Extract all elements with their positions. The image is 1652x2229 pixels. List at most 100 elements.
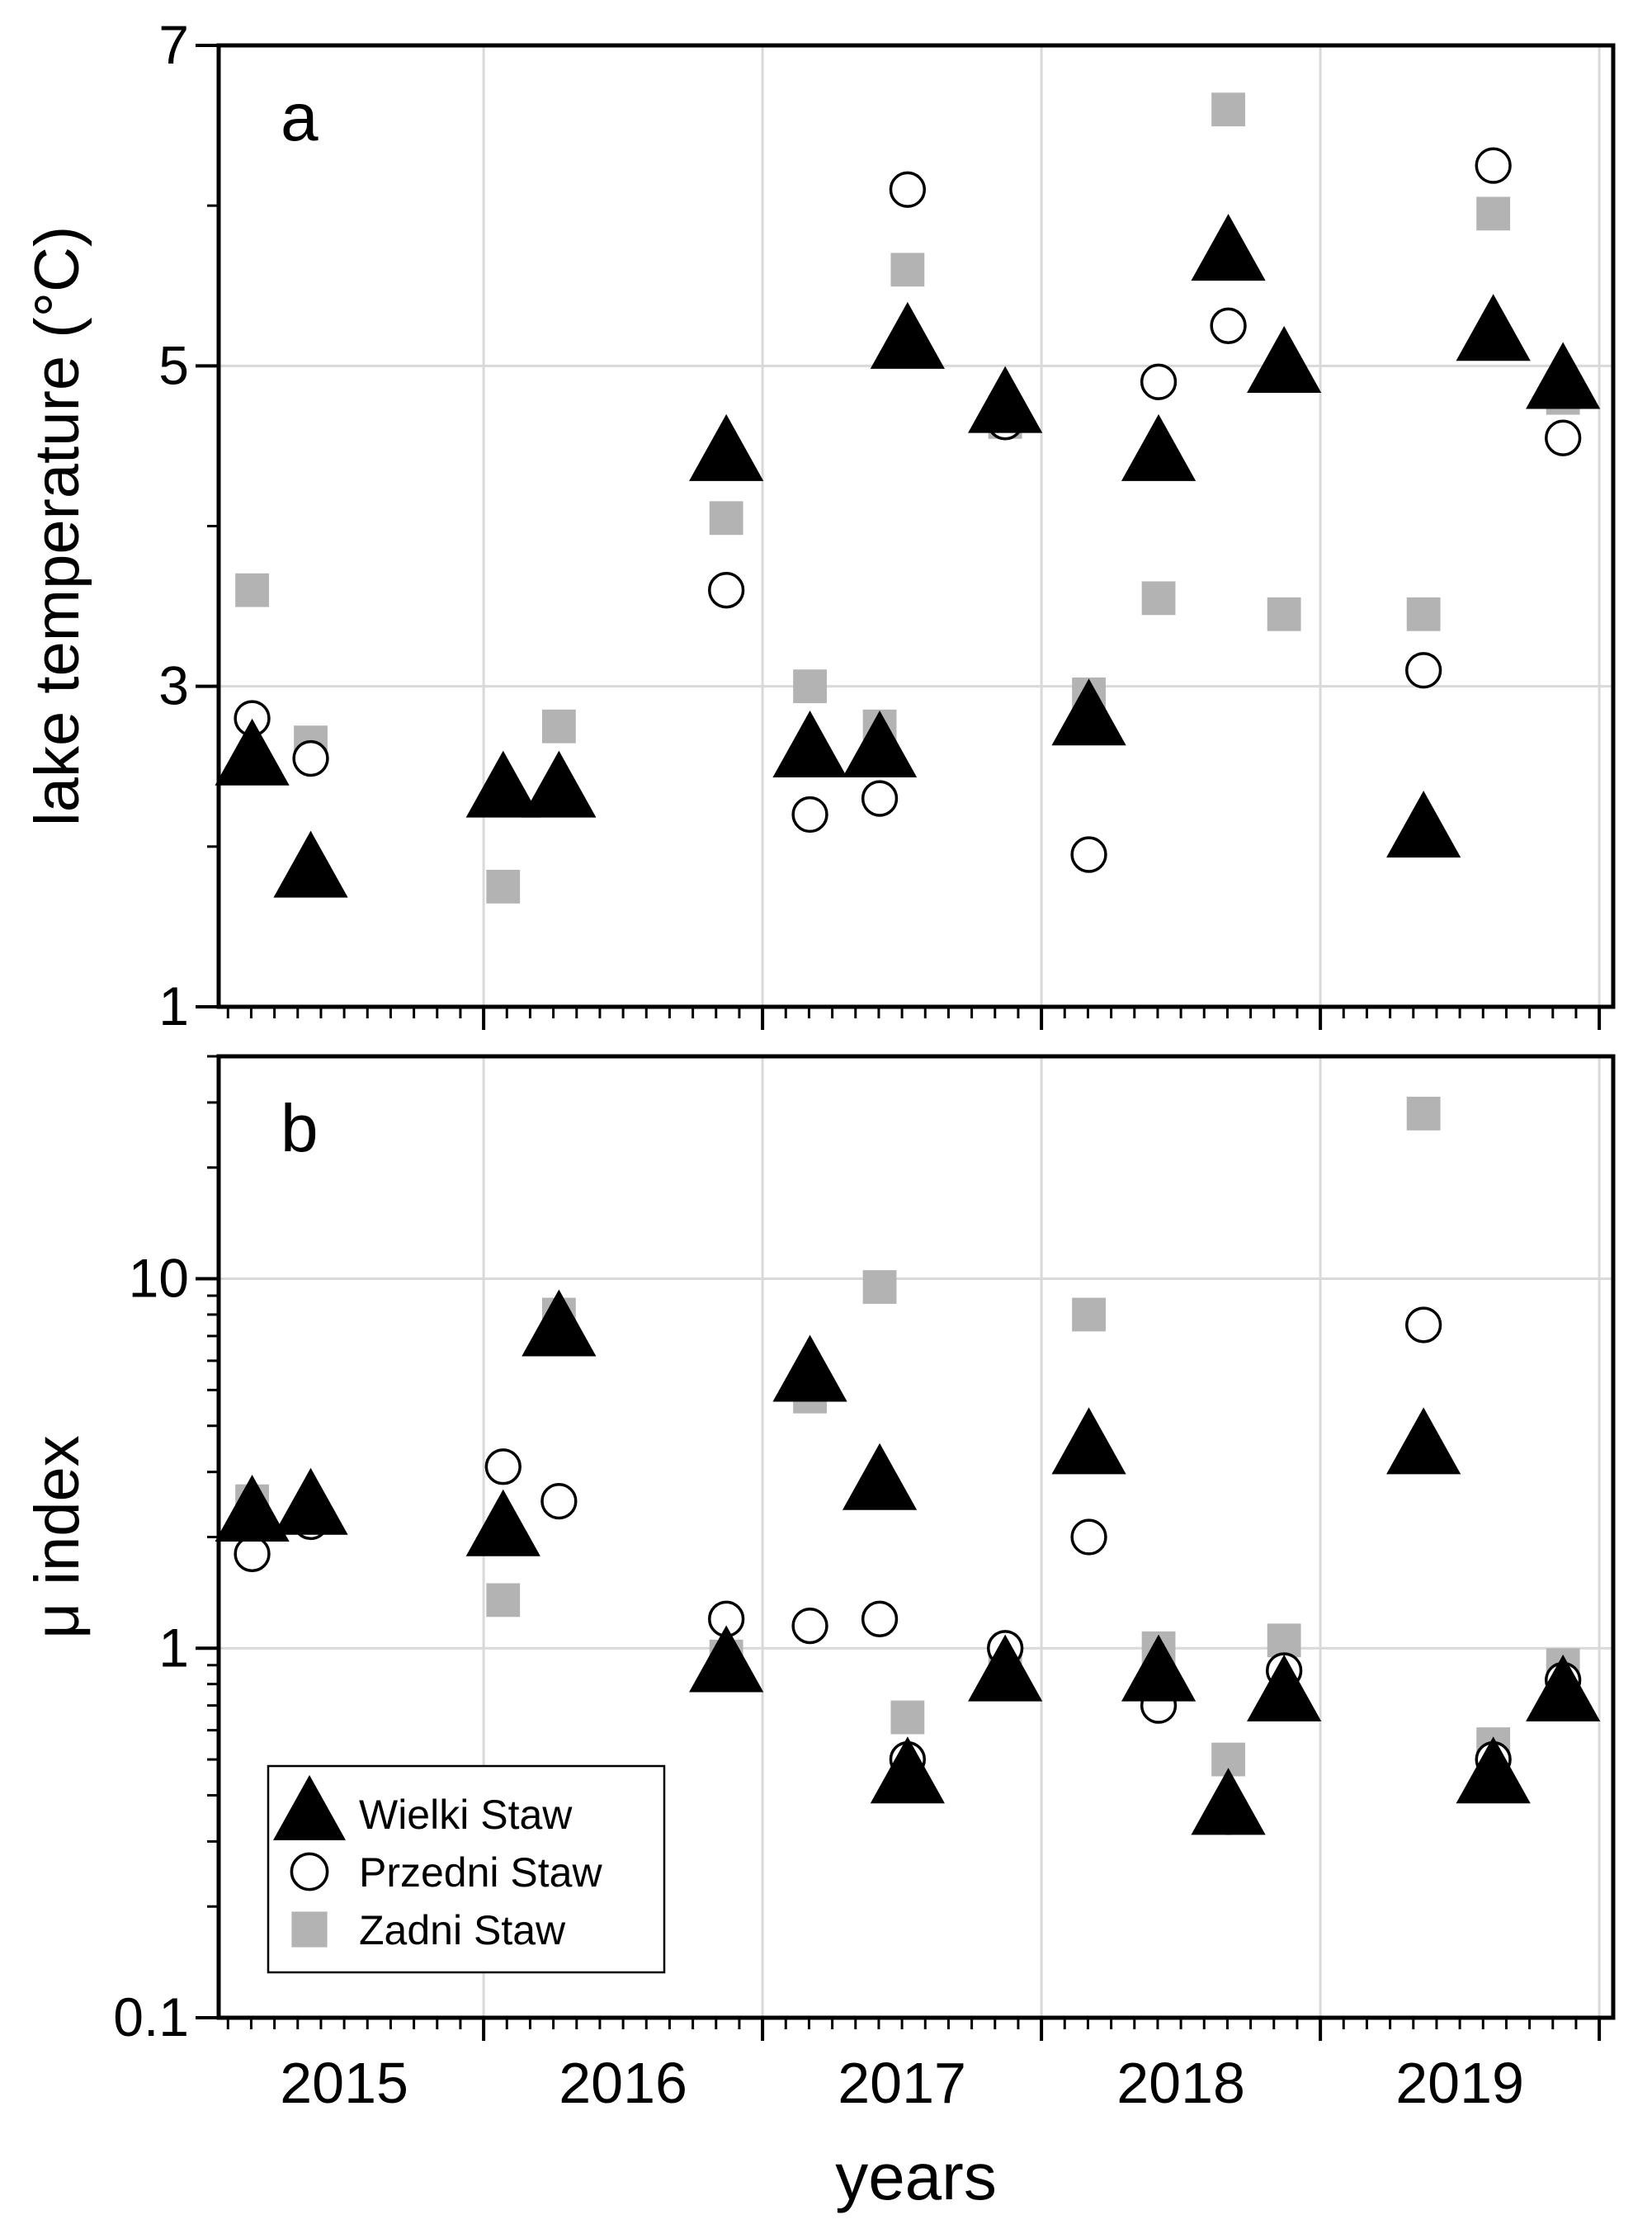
panel-b-grid	[219, 1056, 1613, 2018]
point-zadni-staw	[486, 869, 521, 904]
point-zadni-staw	[1141, 581, 1176, 616]
panel-b: 0.1 1 10 b μ index Wielki Staw Przedni Staw…	[22, 1054, 1616, 2047]
legend: Wielki Staw Przedni Staw Zadni Staw	[267, 1764, 666, 1974]
point-przedni-staw	[292, 739, 329, 777]
x-tick-label: 2016	[559, 2051, 687, 2115]
point-zadni-staw	[1267, 1623, 1301, 1658]
point-zadni-staw	[1406, 597, 1441, 631]
point-wielki-staw	[842, 1443, 918, 1510]
point-wielki-staw	[1191, 1768, 1266, 1835]
y-tick-label: 0.1	[113, 1986, 189, 2047]
panel-b-y-axis-label: μ index	[22, 1435, 92, 1639]
point-wielki-staw	[689, 413, 764, 481]
point-wielki-staw	[215, 1475, 290, 1542]
point-wielki-staw	[465, 750, 540, 818]
point-wielki-staw	[1121, 413, 1197, 481]
point-wielki-staw	[968, 1634, 1043, 1702]
point-przedni-staw	[484, 1448, 522, 1485]
x-tick-label: 2015	[280, 2051, 408, 2115]
y-tick-label: 1	[158, 975, 189, 1037]
point-zadni-staw	[541, 709, 576, 744]
point-przedni-staw	[708, 572, 745, 609]
point-przedni-staw	[889, 171, 927, 208]
panel-a: 1 3 5 7 a lake temperature (°C)	[22, 14, 1616, 1037]
point-zadni-staw	[862, 1270, 897, 1304]
point-wielki-staw	[1247, 326, 1322, 394]
y-tick-label: 3	[158, 655, 189, 716]
point-wielki-staw	[1247, 1654, 1322, 1721]
point-wielki-staw	[1456, 1736, 1531, 1804]
point-wielki-staw	[1526, 342, 1601, 409]
point-przedni-staw	[791, 796, 828, 834]
point-przedni-staw	[861, 780, 899, 817]
point-wielki-staw	[772, 711, 847, 778]
legend-marker	[290, 1852, 329, 1891]
point-zadni-staw	[1406, 1096, 1441, 1131]
x-tick-label: 2018	[1116, 2051, 1245, 2115]
y-tick-label: 10	[129, 1248, 189, 1309]
y-tick-label: 5	[158, 334, 189, 395]
point-wielki-staw	[870, 1736, 945, 1804]
x-axis-year-labels: 2015 2016 2017 2018 2019	[280, 2051, 1524, 2115]
point-wielki-staw	[1051, 1407, 1126, 1475]
point-zadni-staw	[486, 1583, 521, 1617]
point-wielki-staw	[772, 1334, 847, 1402]
point-zadni-staw	[235, 573, 269, 607]
point-wielki-staw	[1386, 791, 1461, 858]
point-wielki-staw	[522, 1289, 597, 1357]
point-zadni-staw	[709, 501, 743, 536]
legend-box	[267, 1764, 666, 1974]
legend-label: Zadni Staw	[359, 1907, 566, 1953]
point-wielki-staw	[215, 718, 290, 786]
panel-a-letter: a	[281, 80, 319, 155]
point-przedni-staw	[540, 1482, 578, 1520]
point-wielki-staw	[1051, 678, 1126, 746]
point-wielki-staw	[273, 1467, 348, 1535]
point-przedni-staw	[791, 1607, 828, 1645]
legend-items: Wielki Staw Przedni Staw Zadni Staw	[273, 1774, 602, 1953]
point-przedni-staw	[1070, 836, 1107, 873]
x-axis-label: years	[835, 2140, 997, 2213]
point-zadni-staw	[1267, 597, 1301, 631]
panel-a-ticks: 1 3 5 7	[158, 14, 1602, 1037]
legend-label: Przedni Staw	[359, 1849, 602, 1896]
point-przedni-staw	[861, 1600, 899, 1637]
point-wielki-staw	[870, 301, 945, 369]
point-wielki-staw	[689, 1625, 764, 1693]
panel-b-points	[215, 1096, 1601, 1835]
point-przedni-staw	[1070, 1518, 1107, 1556]
point-zadni-staw	[1211, 92, 1245, 127]
point-przedni-staw	[1405, 652, 1442, 689]
point-wielki-staw	[1191, 214, 1266, 281]
legend-marker	[273, 1774, 346, 1840]
panel-a-points	[215, 92, 1601, 904]
point-przedni-staw	[1475, 147, 1512, 184]
point-przedni-staw	[1405, 1306, 1442, 1344]
point-przedni-staw	[1545, 419, 1582, 456]
x-tick-label: 2017	[838, 2051, 966, 2115]
point-wielki-staw	[1386, 1407, 1461, 1475]
panel-a-y-axis-label: lake temperature (°C)	[22, 226, 92, 826]
point-zadni-staw	[890, 253, 925, 287]
point-przedni-staw	[1140, 363, 1178, 400]
point-wielki-staw	[1456, 294, 1531, 361]
point-wielki-staw	[465, 1489, 540, 1556]
point-wielki-staw	[1526, 1654, 1601, 1721]
point-zadni-staw	[890, 1700, 925, 1735]
y-tick-label: 1	[158, 1617, 189, 1678]
point-wielki-staw	[273, 830, 348, 898]
point-wielki-staw	[842, 711, 918, 778]
point-wielki-staw	[522, 750, 597, 818]
panel-b-letter: b	[281, 1091, 319, 1166]
point-zadni-staw	[1476, 196, 1511, 231]
x-tick-label: 2019	[1395, 2051, 1524, 2115]
y-tick-label: 7	[158, 14, 189, 75]
panel-b-ticks: 0.1 1 10	[113, 1055, 1602, 2047]
point-wielki-staw	[968, 366, 1043, 433]
point-zadni-staw	[1072, 1297, 1106, 1332]
legend-label: Wielki Staw	[359, 1792, 573, 1838]
point-przedni-staw	[1210, 307, 1247, 344]
legend-marker	[291, 1911, 328, 1948]
point-zadni-staw	[793, 669, 827, 704]
